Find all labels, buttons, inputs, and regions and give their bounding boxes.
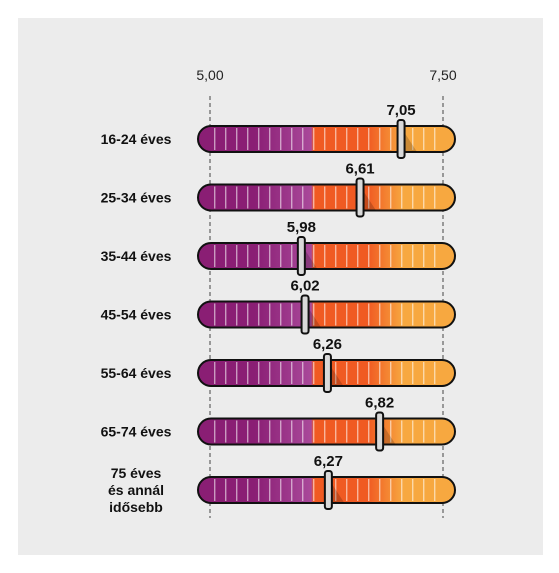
value-marker [323, 470, 333, 510]
category-label: 75 éves [111, 465, 162, 481]
value-label: 6,02 [290, 278, 319, 295]
bar-stripes [210, 128, 443, 150]
value-label: 7,05 [386, 102, 415, 119]
category-label: 45-54 éves [101, 307, 172, 323]
marker-shadow [363, 190, 377, 211]
category-label: 25-34 éves [101, 190, 172, 206]
bar-stripes [210, 420, 443, 443]
x-tick-label: 5,00 [196, 67, 223, 83]
category-label: 65-74 éves [101, 424, 172, 440]
category-label: idősebb [109, 499, 163, 515]
marker-shadow [308, 307, 322, 328]
bar-stripes [210, 303, 443, 326]
chart-panel: 5,00 7,50 16-24 éves 7,05 25-34 éves 6,61 35-4… [18, 18, 543, 555]
category-label: és annál [108, 482, 164, 498]
value-label: 6,61 [345, 161, 374, 178]
value-marker [375, 411, 385, 452]
marker-shadow [304, 249, 318, 269]
category-label: 35-44 éves [101, 248, 172, 264]
marker-shadow [330, 366, 344, 386]
value-marker [355, 177, 365, 218]
chart: 5,00 7,50 16-24 éves 7,05 25-34 éves 6,61 35-4… [101, 67, 457, 518]
value-label: 6,26 [313, 336, 342, 353]
value-label: 5,98 [287, 219, 316, 236]
marker-shadow [382, 424, 396, 445]
x-tick-label: 7,50 [429, 67, 456, 83]
value-marker [396, 119, 406, 159]
category-label: 16-24 éves [101, 131, 172, 147]
value-marker [322, 353, 332, 393]
value-marker [300, 294, 310, 335]
value-marker [296, 236, 306, 276]
category-label: 55-64 éves [101, 365, 172, 381]
value-label: 6,82 [365, 395, 394, 412]
marker-shadow [404, 132, 418, 152]
bar-stripes [210, 245, 443, 267]
marker-shadow [331, 483, 345, 503]
bar-stripes [210, 186, 443, 209]
value-label: 6,27 [314, 453, 343, 470]
